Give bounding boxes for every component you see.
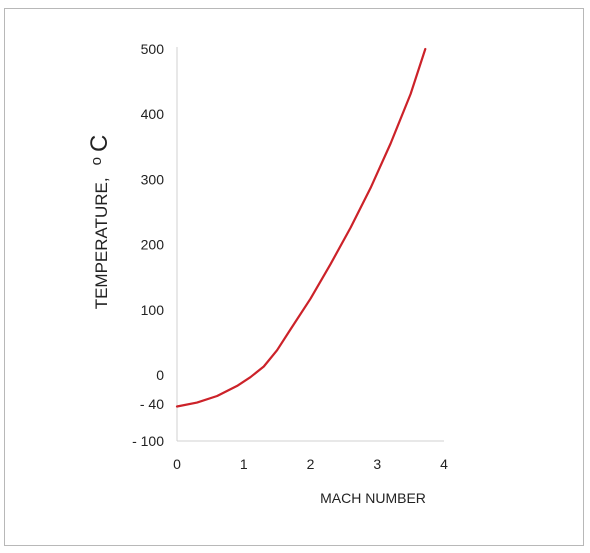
y-tick-label: 200 [141,237,165,253]
y-tick-labels: 500 400 300 200 100 0 - 40 - 100 [132,41,164,449]
chart-frame [4,8,584,546]
y-tick-label: 300 [141,171,165,187]
y-axis-title-text: TEMPERATURE, o C [86,135,113,310]
y-tick-label: 400 [141,106,165,122]
axes [176,47,444,442]
y-tick-label: 100 [141,302,165,318]
y-axis-title-main: TEMPERATURE, [92,177,111,309]
x-tick-label: 2 [307,456,315,472]
series-layer [175,47,427,408]
x-tick-label: 4 [440,456,448,472]
y-tick-label: - 100 [132,433,164,449]
y-tick-label: 0 [156,367,164,383]
series-line [175,47,427,408]
y-tick-label: 500 [141,41,165,57]
y-axis-title-degree: o [88,157,105,165]
x-tick-label: 1 [240,456,248,472]
y-axis-title-unit: C [86,135,113,152]
x-tick-label: 0 [173,456,181,472]
x-tick-labels: 0 1 2 3 4 [173,456,448,472]
y-tick-label: - 40 [140,396,164,412]
x-tick-label: 3 [373,456,381,472]
x-axis-title: MACH NUMBER [320,490,426,506]
y-axis-title: TEMPERATURE, o C [86,135,113,310]
